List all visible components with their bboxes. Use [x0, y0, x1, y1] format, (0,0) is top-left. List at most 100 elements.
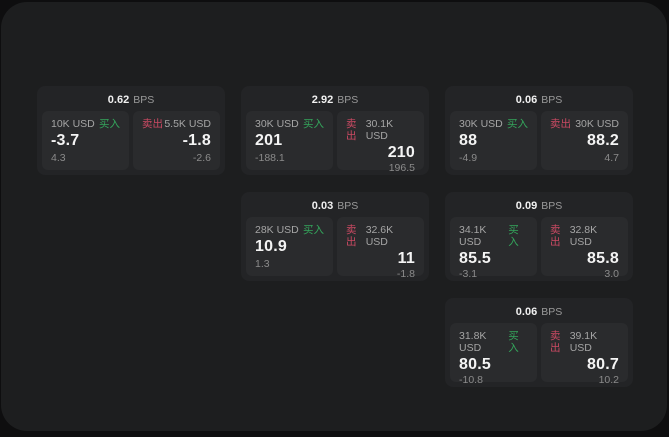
sell-panel-top: 卖出 5.5K USD — [142, 118, 211, 130]
buy-side-label: 买入 — [303, 224, 324, 236]
sell-size-label: 30.1K USD — [365, 118, 394, 142]
buy-price: 80.5 — [459, 356, 491, 373]
card-header: 0.09 BPS — [450, 197, 628, 217]
buy-size-label: 30K USD — [255, 118, 299, 130]
quote-panels: 34.1K USD 买入 85.5 -3.1 卖出 32.8K USD 85.8… — [450, 217, 628, 280]
bps-unit-label: BPS — [133, 94, 155, 106]
bps-value: 0.03 — [311, 200, 334, 212]
sell-size-label: 5.5K USD — [164, 118, 211, 130]
buy-side-label: 买入 — [508, 330, 519, 354]
sell-panel[interactable]: 卖出 39.1K USD 80.7 10.2 — [541, 323, 628, 386]
sell-panel-top: 卖出 32.8K USD — [550, 224, 619, 248]
buy-size-label: 34.1K USD — [459, 224, 487, 248]
quote-panels: 10K USD 买入 -3.7 4.3 卖出 5.5K USD -1.8 -2.… — [42, 111, 220, 170]
buy-price: 10.9 — [255, 238, 287, 255]
bps-unit-label: BPS — [337, 94, 359, 106]
sell-price: 85.8 — [587, 250, 619, 267]
sell-panel-top: 卖出 30.1K USD — [346, 118, 415, 142]
buy-panel-top: 10K USD 买入 — [51, 118, 120, 130]
sell-panel[interactable]: 卖出 30.1K USD 210 196.5 — [337, 111, 424, 174]
sell-panel[interactable]: 卖出 32.8K USD 85.8 3.0 — [541, 217, 628, 280]
buy-panel[interactable]: 31.8K USD 买入 80.5 -10.8 — [450, 323, 537, 386]
sell-price: 11 — [397, 250, 415, 267]
quote-panels: 30K USD 买入 88 -4.9 卖出 30K USD 88.2 4.7 — [450, 111, 628, 170]
sell-sub-value: 10.2 — [598, 374, 619, 386]
sell-price: 88.2 — [587, 132, 619, 149]
sell-price: -1.8 — [182, 132, 211, 149]
sell-size-label: 30K USD — [575, 118, 619, 130]
quote-card: 0.06 BPS 31.8K USD 买入 80.5 -10.8 卖出 39.1… — [445, 298, 633, 387]
quote-card: 2.92 BPS 30K USD 买入 201 -188.1 卖出 30.1K … — [241, 86, 429, 175]
buy-panel[interactable]: 30K USD 买入 88 -4.9 — [450, 111, 537, 170]
quote-card: 0.09 BPS 34.1K USD 买入 85.5 -3.1 卖出 32.8K… — [445, 192, 633, 281]
sell-side-label: 卖出 — [550, 118, 571, 130]
quote-card: 0.62 BPS 10K USD 买入 -3.7 4.3 卖出 5.5K USD… — [37, 86, 225, 175]
card-header: 0.06 BPS — [450, 303, 628, 323]
card-header: 0.06 BPS — [450, 91, 628, 111]
bps-unit-label: BPS — [541, 200, 563, 212]
buy-sub-value: -3.1 — [459, 268, 478, 280]
card-header: 2.92 BPS — [246, 91, 424, 111]
sell-price: 210 — [387, 144, 415, 161]
sell-size-label: 32.8K USD — [569, 224, 598, 248]
sell-sub-value: 4.7 — [604, 152, 619, 164]
buy-side-label: 买入 — [303, 118, 324, 130]
bps-unit-label: BPS — [541, 94, 563, 106]
sell-panel[interactable]: 卖出 32.6K USD 11 -1.8 — [337, 217, 424, 280]
app-window: 0.62 BPS 10K USD 买入 -3.7 4.3 卖出 5.5K USD… — [1, 2, 667, 431]
buy-sub-value: -188.1 — [255, 152, 285, 164]
buy-panel[interactable]: 10K USD 买入 -3.7 4.3 — [42, 111, 129, 170]
bps-value: 0.06 — [515, 94, 538, 106]
quote-card: 0.03 BPS 28K USD 买入 10.9 1.3 卖出 32.6K US… — [241, 192, 429, 281]
buy-panel[interactable]: 28K USD 买入 10.9 1.3 — [246, 217, 333, 276]
buy-size-label: 28K USD — [255, 224, 299, 236]
sell-panel-top: 卖出 30K USD — [550, 118, 619, 130]
buy-panel-top: 30K USD 买入 — [459, 118, 528, 130]
sell-side-label: 卖出 — [346, 224, 357, 248]
bps-unit-label: BPS — [541, 306, 563, 318]
buy-price: 88 — [459, 132, 478, 149]
buy-panel-top: 28K USD 买入 — [255, 224, 324, 236]
card-header: 0.03 BPS — [246, 197, 424, 217]
buy-side-label: 买入 — [99, 118, 120, 130]
bps-value: 0.06 — [515, 306, 538, 318]
buy-sub-value: -10.8 — [459, 374, 483, 386]
sell-side-label: 卖出 — [550, 224, 561, 248]
buy-side-label: 买入 — [507, 118, 528, 130]
sell-sub-value: -2.6 — [192, 152, 211, 164]
buy-panel[interactable]: 30K USD 买入 201 -188.1 — [246, 111, 333, 170]
buy-panel-top: 34.1K USD 买入 — [459, 224, 528, 248]
sell-panel[interactable]: 卖出 30K USD 88.2 4.7 — [541, 111, 628, 170]
sell-sub-value: 196.5 — [388, 162, 415, 174]
bps-value: 0.09 — [515, 200, 538, 212]
card-header: 0.62 BPS — [42, 91, 220, 111]
buy-sub-value: 4.3 — [51, 152, 66, 164]
sell-sub-value: 3.0 — [604, 268, 619, 280]
buy-side-label: 买入 — [508, 224, 519, 248]
buy-panel-top: 31.8K USD 买入 — [459, 330, 528, 354]
sell-size-label: 32.6K USD — [365, 224, 394, 248]
sell-side-label: 卖出 — [142, 118, 163, 130]
bps-unit-label: BPS — [337, 200, 359, 212]
buy-price: 85.5 — [459, 250, 491, 267]
sell-panel[interactable]: 卖出 5.5K USD -1.8 -2.6 — [133, 111, 220, 170]
sell-price: 80.7 — [587, 356, 619, 373]
cards-grid: 0.62 BPS 10K USD 买入 -3.7 4.3 卖出 5.5K USD… — [37, 86, 633, 387]
sell-panel-top: 卖出 32.6K USD — [346, 224, 415, 248]
quote-panels: 31.8K USD 买入 80.5 -10.8 卖出 39.1K USD 80.… — [450, 323, 628, 386]
sell-sub-value: -1.8 — [396, 268, 415, 280]
sell-size-label: 39.1K USD — [569, 330, 598, 354]
buy-size-label: 31.8K USD — [459, 330, 487, 354]
buy-sub-value: 1.3 — [255, 258, 270, 270]
buy-panel[interactable]: 34.1K USD 买入 85.5 -3.1 — [450, 217, 537, 280]
buy-size-label: 30K USD — [459, 118, 503, 130]
sell-side-label: 卖出 — [550, 330, 561, 354]
buy-size-label: 10K USD — [51, 118, 95, 130]
sell-panel-top: 卖出 39.1K USD — [550, 330, 619, 354]
buy-panel-top: 30K USD 买入 — [255, 118, 324, 130]
quote-panels: 30K USD 买入 201 -188.1 卖出 30.1K USD 210 1… — [246, 111, 424, 174]
buy-price: -3.7 — [51, 132, 80, 149]
buy-price: 201 — [255, 132, 283, 149]
quote-panels: 28K USD 买入 10.9 1.3 卖出 32.6K USD 11 -1.8 — [246, 217, 424, 280]
